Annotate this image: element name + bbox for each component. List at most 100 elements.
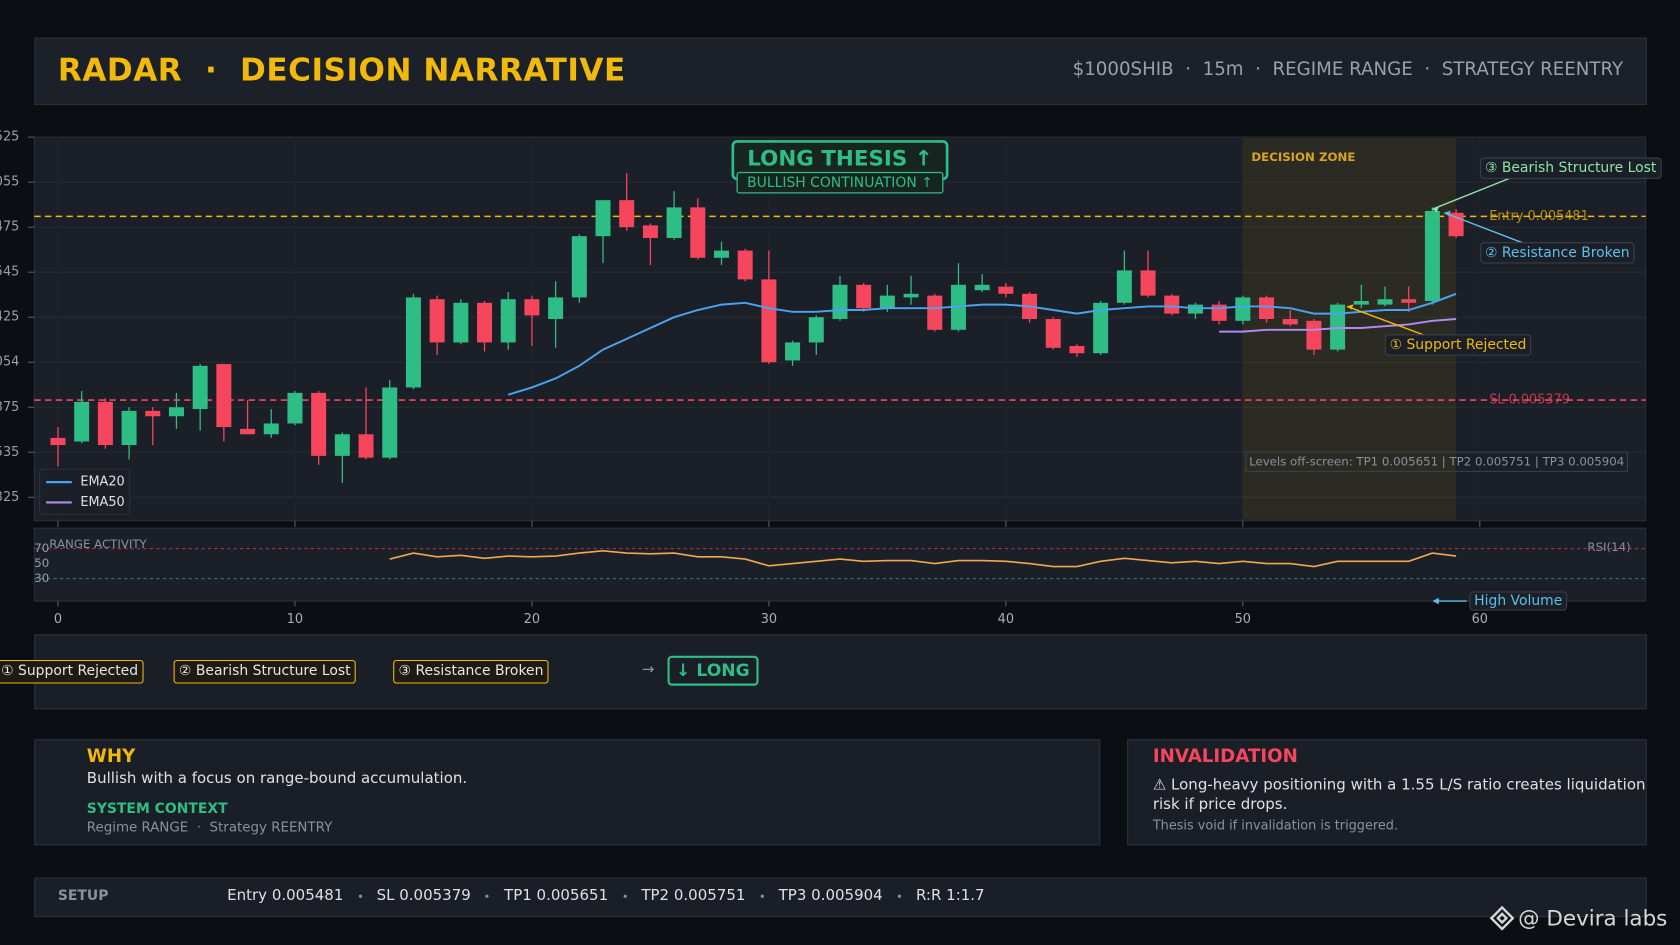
- plot-frame: [33, 136, 1647, 522]
- level-label: Entry 0.005481: [1489, 209, 1589, 224]
- candle-body: [1140, 270, 1156, 296]
- candle-body: [97, 401, 113, 446]
- candle-body: [690, 207, 706, 258]
- y-tick-label: 0.005425: [0, 310, 19, 325]
- ema-line: [507, 292, 1457, 396]
- y-tick-label: 0.0055: [0, 175, 19, 190]
- invalidation-text: ⚠ Long-heavy positioning with a 1.55 L/S…: [1152, 776, 1646, 814]
- watermark-text: @ Devira labs: [1518, 905, 1668, 932]
- flow-result: ↓ LONG: [667, 655, 759, 686]
- candle-body: [1401, 299, 1417, 303]
- callout-arrow: [1346, 305, 1426, 337]
- candle-body: [642, 225, 658, 238]
- candle-body: [74, 401, 90, 442]
- candle-body: [666, 207, 682, 238]
- y-tick-label: 30: [34, 571, 49, 585]
- candle-body: [1093, 302, 1109, 354]
- legend-label: EMA20: [80, 475, 124, 490]
- candle-body: [287, 392, 303, 424]
- candle-body: [927, 295, 943, 330]
- callout-label: ① Support Rejected: [1390, 337, 1527, 353]
- candle-body: [192, 365, 208, 410]
- candle-body: [121, 410, 137, 446]
- setup-item: SL 0.005379: [376, 887, 471, 905]
- x-tick-label: 10: [287, 612, 303, 627]
- y-tick-label: 50: [34, 556, 49, 570]
- candle-body: [903, 293, 919, 298]
- candle-body: [500, 299, 516, 343]
- candle-body: [1235, 297, 1251, 321]
- candle-body: [832, 284, 848, 320]
- x-tick-label: 0: [54, 612, 62, 627]
- candle-body: [571, 236, 587, 298]
- legend-label: EMA50: [80, 495, 124, 510]
- candle-body: [453, 302, 469, 343]
- level-label: SL 0.005379: [1489, 393, 1570, 408]
- separator-dot: [623, 894, 627, 898]
- separator-dot: [485, 894, 490, 898]
- candle-body: [168, 407, 184, 417]
- annotation-arrowhead: [1432, 597, 1439, 605]
- y-tick-label: 0.00545: [0, 265, 19, 280]
- candle-body: [216, 364, 232, 428]
- candle-body: [619, 200, 635, 228]
- setup-item: TP2 0.005751: [641, 887, 746, 905]
- flow-step: ③ Resistance Broken: [393, 659, 549, 684]
- callout-arrowhead: [1347, 304, 1354, 310]
- candle-body: [1045, 319, 1061, 348]
- setup-item: TP3 0.005904: [778, 887, 883, 905]
- note-box: [1245, 451, 1628, 472]
- callout-box: [1480, 157, 1662, 179]
- y-tick-label: 0.005475: [0, 220, 19, 235]
- context-title: SYSTEM CONTEXT: [86, 801, 228, 818]
- candle-body: [1259, 297, 1275, 320]
- thesis-subtitle: BULLISH CONTINUATION ↑: [747, 175, 933, 191]
- flow-arrow: →: [641, 661, 655, 679]
- y-tick-label: 0.005325: [0, 490, 19, 505]
- candle-body: [998, 286, 1014, 294]
- x-tick-label: 30: [761, 612, 777, 627]
- watermark-icon: [1489, 905, 1515, 931]
- candle-body: [429, 299, 445, 343]
- candle-body: [1353, 301, 1369, 305]
- candle-body: [548, 297, 564, 320]
- candle-body: [1116, 270, 1132, 303]
- callout-arrowhead: [1444, 210, 1451, 216]
- candle-body: [50, 437, 66, 446]
- watermark: @ Devira labs: [1489, 905, 1667, 931]
- callout-arrow: [1432, 177, 1511, 210]
- annotation-label: High Volume: [1474, 593, 1562, 609]
- candle-body: [595, 200, 611, 237]
- rsi-frame: [33, 527, 1647, 602]
- flow-step: ② Bearish Structure Lost: [173, 659, 356, 684]
- thesis-sub-box: [736, 171, 944, 194]
- why-text: Bullish with a focus on range-bound accu…: [86, 770, 468, 788]
- flow-panel: → ↓ LONG ① Support Rejected ② Bearish Str…: [0, 634, 1647, 710]
- candle-body: [311, 392, 327, 456]
- context-text: Regime RANGE · Strategy REENTRY: [86, 818, 333, 835]
- candle-body: [879, 295, 895, 309]
- setup-item: R:R 1:1.7: [915, 887, 985, 905]
- candle-body: [1069, 346, 1085, 354]
- candle-body: [1306, 320, 1322, 350]
- candle-body: [405, 297, 421, 388]
- candle-body: [808, 317, 824, 343]
- y-tick-label: 0.005525: [0, 130, 19, 145]
- candle-body: [240, 428, 256, 435]
- candle-body: [1164, 295, 1180, 314]
- separator-dot: [760, 894, 764, 898]
- header-meta: $1000SHIB · 15m · REGIME RANGE · STRATEG…: [1072, 58, 1624, 81]
- candle-body: [524, 299, 540, 316]
- candle-body: [382, 387, 398, 458]
- candle-body: [477, 302, 493, 343]
- invalidation-panel: INVALIDATION ⚠ Long-heavy positioning wi…: [1127, 739, 1647, 846]
- candle-body: [1377, 299, 1393, 305]
- candle-body: [145, 410, 161, 417]
- candle-body: [334, 434, 350, 456]
- candle-body: [358, 434, 374, 458]
- separator-dot: [358, 894, 362, 898]
- callout-label: ③ Bearish Structure Lost: [1485, 160, 1657, 176]
- x-tick-label: 60: [1472, 612, 1488, 627]
- setup-item: TP1 0.005651: [504, 887, 609, 905]
- candle-body: [761, 279, 777, 363]
